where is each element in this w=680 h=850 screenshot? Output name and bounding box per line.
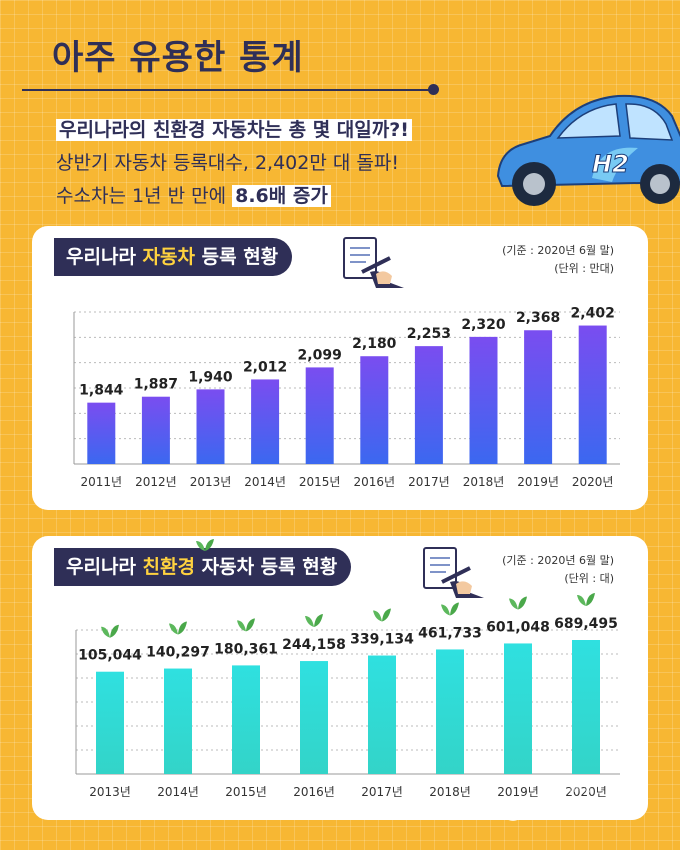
intro-line-1: 우리나라의 친환경 자동차는 총 몇 대일까?! <box>56 114 412 147</box>
x-tick-label: 2020년 <box>572 475 614 489</box>
data-label: 1,844 <box>79 383 124 399</box>
panel1-unit-note: (단위 : 만대) <box>554 262 614 275</box>
bar <box>368 655 396 774</box>
data-label: 2,180 <box>352 336 397 352</box>
data-label: 339,134 <box>350 632 414 648</box>
data-label: 2,402 <box>571 306 615 322</box>
data-label: 2,320 <box>461 317 506 333</box>
x-tick-label: 2017년 <box>361 785 403 799</box>
x-tick-label: 2011년 <box>81 475 123 489</box>
bar <box>87 402 116 464</box>
x-tick-label: 2014년 <box>157 785 199 799</box>
intro-question: 우리나라의 친환경 자동차는 총 몇 대일까?! <box>56 119 412 141</box>
x-tick-label: 2013년 <box>190 475 232 489</box>
x-tick-label: 2019년 <box>497 785 539 799</box>
bar <box>504 643 532 774</box>
leaf-icon <box>169 621 187 635</box>
data-label: 461,733 <box>418 625 482 641</box>
eco-vehicle-registration-chart: 105,044 2013년 140,297 2014년 180,361 2015년 244,… <box>75 593 620 799</box>
panel1-title-prefix: 우리나라 <box>66 246 143 268</box>
leaf-icon <box>101 624 119 638</box>
intro-line-2: 상반기 자동차 등록대수, 2,402만 대 돌파! <box>56 152 399 174</box>
panel1-basis-note: (기준 : 2020년 6월 말) <box>502 244 614 257</box>
x-tick-label: 2019년 <box>517 475 559 489</box>
bar <box>232 665 260 774</box>
eco-vehicle-registration-title: 우리나라 친환경 자동차 등록 현황 <box>54 539 352 586</box>
vehicle-registration-title: 우리나라 자동차 등록 현황 <box>54 238 293 276</box>
panel1-title-highlight: 자동차 <box>142 246 195 268</box>
clipboard-pen-icon <box>343 237 404 288</box>
x-tick-label: 2016년 <box>354 475 396 489</box>
panel1-notes: (기준 : 2020년 6월 말) (단위 : 만대) <box>502 242 614 278</box>
data-label: 2,253 <box>407 326 451 342</box>
car-h2-label: H2 <box>592 150 629 178</box>
panel2-unit-note: (단위 : 대) <box>564 572 614 585</box>
intro-highlight-increase: 8.6배 증가 <box>232 185 331 207</box>
watermark: 시즌데일리 Season Daily <box>502 786 616 821</box>
data-label: 105,044 <box>78 648 142 664</box>
x-tick-label: 2017년 <box>408 475 450 489</box>
data-label: 180,361 <box>214 641 278 657</box>
data-label: 1,887 <box>134 377 178 393</box>
watermark-logo-icon <box>502 798 524 821</box>
leaf-icon <box>305 614 323 628</box>
panel2-title-highlight: 친환경 <box>142 556 195 578</box>
data-label: 1,940 <box>188 369 233 385</box>
bar <box>572 640 600 774</box>
bar <box>300 661 328 774</box>
data-label: 140,297 <box>146 645 210 661</box>
panel2-basis-note: (기준 : 2020년 6월 말) <box>502 554 614 567</box>
vehicle-registration-chart: 1,844 2011년 1,887 2012년 1,940 2013년 2,012 2014년… <box>73 306 620 489</box>
hydrogen-car-illustration: H2 <box>496 94 680 206</box>
data-label: 244,158 <box>282 637 346 653</box>
bar <box>436 649 464 774</box>
bar <box>305 367 334 464</box>
x-tick-label: 2015년 <box>299 475 341 489</box>
data-label: 2,099 <box>298 347 342 363</box>
data-label: 2,368 <box>516 310 560 326</box>
bar <box>578 325 607 464</box>
page-title: 아주 유용한 통계 <box>52 38 304 78</box>
x-tick-label: 2016년 <box>293 785 335 799</box>
title-divider-dot <box>428 84 439 95</box>
watermark-text: 시즌데일리 <box>528 798 616 820</box>
bar <box>469 336 498 464</box>
intro-text: 우리나라의 친환경 자동차는 총 몇 대일까?! 상반기 자동차 등록대수, 2… <box>56 114 412 213</box>
eco-vehicle-registration-panel: 우리나라 친환경 자동차 등록 현황 (기준 : 2020년 6월 말) (단위… <box>32 536 648 820</box>
panel2-title-suffix: 자동차 등록 현황 <box>195 556 338 578</box>
watermark-subtext: Season Daily <box>546 786 592 794</box>
x-tick-label: 2018년 <box>463 475 505 489</box>
bar <box>96 671 124 774</box>
title-divider <box>22 89 434 91</box>
leaf-icon <box>373 608 391 622</box>
x-tick-label: 2014년 <box>244 475 286 489</box>
bar <box>141 396 170 464</box>
data-label: 601,048 <box>486 619 550 635</box>
panel1-title-suffix: 등록 현황 <box>195 246 279 268</box>
bar <box>414 346 443 464</box>
clipboard-pen-icon <box>423 547 484 598</box>
intro-line-3-text: 수소차는 1년 반 만에 <box>56 185 233 207</box>
bar <box>196 389 225 464</box>
vehicle-registration-panel: 우리나라 자동차 등록 현황 (기준 : 2020년 6월 말) (단위 : 만… <box>32 226 648 510</box>
panel2-title-prefix: 우리나라 <box>66 556 143 578</box>
data-label: 2,012 <box>243 359 287 375</box>
bar <box>164 668 192 774</box>
x-tick-label: 2013년 <box>89 785 131 799</box>
leaf-icon <box>237 618 255 632</box>
panel2-notes: (기준 : 2020년 6월 말) (단위 : 대) <box>502 552 614 588</box>
data-label: 689,495 <box>554 616 618 632</box>
bar <box>360 356 389 464</box>
bar <box>524 330 553 464</box>
leaf-icon <box>196 539 214 551</box>
intro-line-3: 수소차는 1년 반 만에 8.6배 증가 <box>56 180 412 213</box>
x-tick-label: 2012년 <box>135 475 177 489</box>
bar <box>251 379 280 464</box>
x-tick-label: 2018년 <box>429 785 471 799</box>
leaf-icon <box>577 593 595 606</box>
x-tick-label: 2015년 <box>225 785 267 799</box>
x-tick-label: 2020년 <box>565 785 607 799</box>
leaf-icon <box>509 596 527 610</box>
leaf-icon <box>441 602 459 616</box>
